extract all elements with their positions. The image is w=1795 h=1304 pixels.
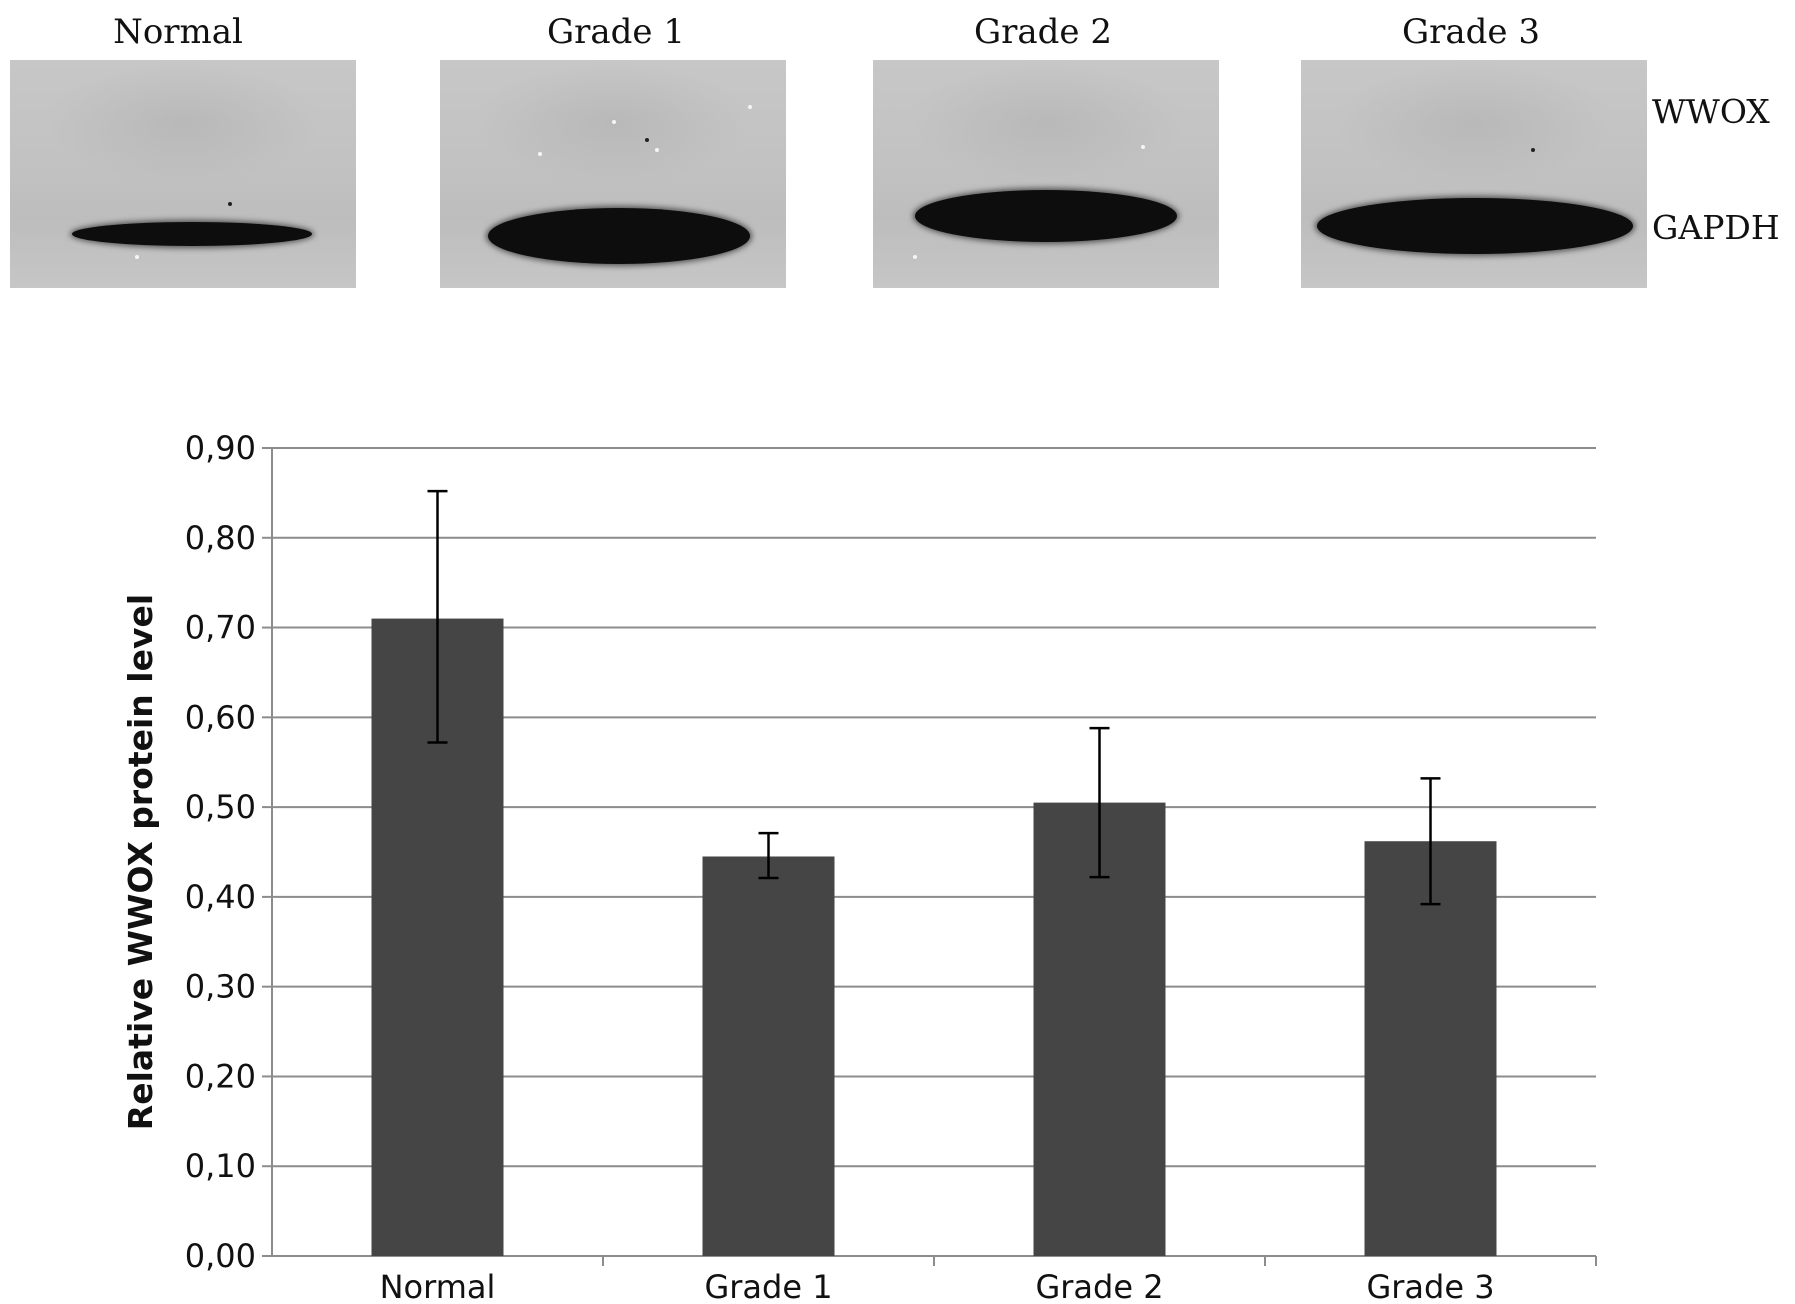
row-label-wwox: WWOX xyxy=(1652,92,1770,131)
bars xyxy=(371,618,1497,1256)
gapdh-band-grade-2 xyxy=(915,190,1177,242)
x-axis-ticks: Normal Grade 1 Grade 2 Grade 3 xyxy=(380,1256,1597,1304)
row-label-gapdh: GAPDH xyxy=(1652,208,1780,247)
y-tick-label: 0,30 xyxy=(185,968,256,1006)
blot-lane-grade-3 xyxy=(1301,60,1647,288)
y-axis-title: Relative WWOX protein level xyxy=(121,594,160,1130)
x-tick-label: Grade 1 xyxy=(704,1268,832,1304)
y-tick-label: 0,10 xyxy=(185,1147,256,1185)
y-tick-label: 0,80 xyxy=(185,519,256,557)
y-tick-label: 0,20 xyxy=(185,1057,256,1095)
x-tick-label: Normal xyxy=(380,1268,496,1304)
bar-grade-1 xyxy=(702,856,835,1256)
blot-lane-label-grade-3: Grade 3 xyxy=(1401,12,1540,52)
gapdh-band-grade-1 xyxy=(488,208,750,264)
gapdh-band-normal xyxy=(72,222,312,246)
blot-lane-label-grade-2: Grade 2 xyxy=(973,12,1112,52)
y-tick-label: 0,90 xyxy=(185,429,256,467)
y-tick-label: 0,70 xyxy=(185,609,256,647)
y-axis-ticks: 0,00 0,10 0,20 0,30 0,40 0,50 0,60 0,70 0,80 0,90 xyxy=(185,429,272,1275)
blot-lane-grade-1 xyxy=(440,60,786,288)
gapdh-band-grade-3 xyxy=(1317,198,1633,254)
x-tick-label: Grade 2 xyxy=(1035,1268,1163,1304)
blot-lane-grade-2 xyxy=(873,60,1219,288)
x-tick-label: Grade 3 xyxy=(1366,1268,1494,1304)
western-blot-panel: Normal Grade 1 Grade 2 Grade 3 WWOX GAPD… xyxy=(0,0,1795,300)
y-tick-label: 0,40 xyxy=(185,878,256,916)
y-tick-label: 0,50 xyxy=(185,788,256,826)
blot-lane-label-normal: Normal xyxy=(113,12,243,52)
y-tick-label: 0,00 xyxy=(185,1237,256,1275)
error-bars xyxy=(427,489,1441,906)
y-tick-label: 0,60 xyxy=(185,698,256,736)
bar-grade-3 xyxy=(1364,841,1497,1256)
blot-lane-label-grade-1: Grade 1 xyxy=(546,12,685,52)
bar-chart: 0,00 0,10 0,20 0,30 0,40 0,50 0,60 0,70 0,80 0,90… xyxy=(121,429,1597,1304)
blot-lane-normal xyxy=(10,60,356,288)
